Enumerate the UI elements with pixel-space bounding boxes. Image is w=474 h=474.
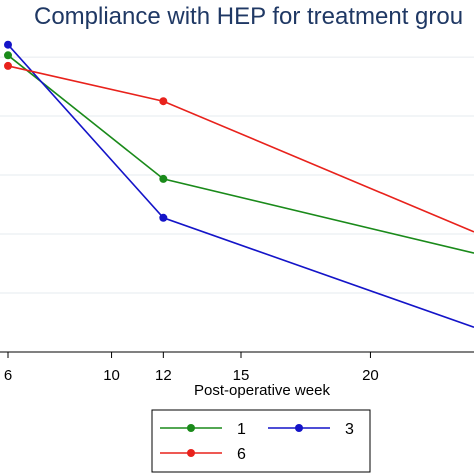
x-tick-label: 20 xyxy=(362,367,379,384)
series-line xyxy=(7,65,474,233)
x-tick-label: 10 xyxy=(103,367,120,384)
x-tick-label: 15 xyxy=(233,367,250,384)
legend: 1 3 6 xyxy=(151,409,371,473)
series-6 xyxy=(4,61,474,233)
data-point xyxy=(159,97,168,106)
chart-title: Compliance with HEP for treatment grou xyxy=(34,3,463,30)
series-line xyxy=(7,54,474,254)
data-point xyxy=(4,40,12,49)
legend-swatch-marker xyxy=(295,424,303,432)
series-layer xyxy=(4,40,474,329)
legend-label: 1 xyxy=(237,421,246,438)
legend-items: 1 3 6 xyxy=(160,421,354,463)
series-line xyxy=(7,44,474,329)
x-tick-label: 6 xyxy=(4,367,12,384)
series-1 xyxy=(4,51,474,254)
legend-item-3: 3 xyxy=(268,421,354,438)
legend-label: 6 xyxy=(237,446,246,463)
legend-label: 3 xyxy=(345,421,354,438)
legend-box xyxy=(151,409,371,473)
x-tick-label: 12 xyxy=(155,367,172,384)
legend-swatch-marker xyxy=(187,449,195,457)
data-point xyxy=(159,174,168,183)
gridlines xyxy=(0,56,474,294)
x-axis-label: Post-operative week xyxy=(194,382,330,399)
legend-item-1: 1 xyxy=(160,421,246,438)
data-point xyxy=(4,61,12,70)
legend-swatch-marker xyxy=(187,424,195,432)
series-3 xyxy=(4,40,474,329)
data-point xyxy=(4,51,12,60)
legend-item-6: 6 xyxy=(160,446,246,463)
x-ticks: 6 10 12 15 20 xyxy=(4,352,379,384)
data-point xyxy=(159,213,168,222)
